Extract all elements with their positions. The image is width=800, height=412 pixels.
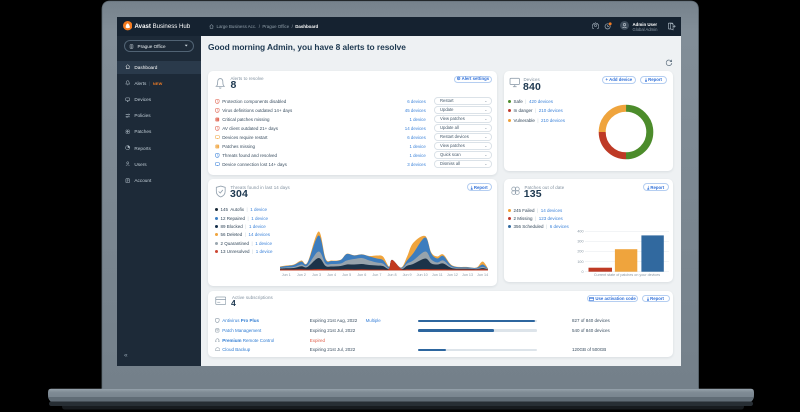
svg-text:300: 300	[577, 239, 583, 243]
svg-text:100: 100	[577, 259, 583, 263]
svg-text:0: 0	[581, 269, 583, 273]
svg-text:200: 200	[577, 249, 583, 253]
svg-text:400: 400	[577, 229, 583, 233]
